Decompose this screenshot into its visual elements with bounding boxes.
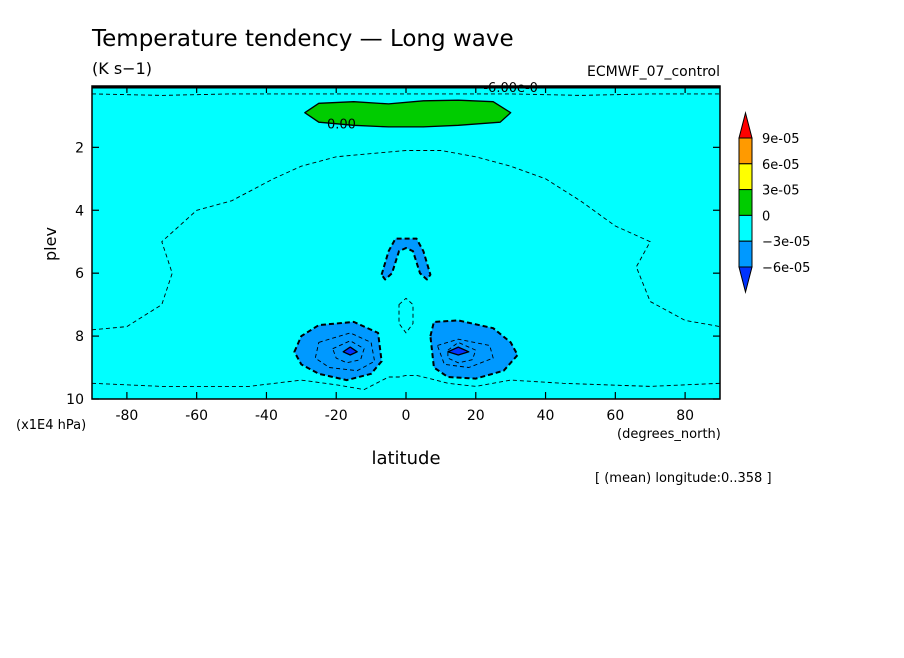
y-tick-label: 6 — [75, 266, 84, 282]
colorbar-swatch-6 — [738, 240, 753, 268]
contour-labels: 0.00 -6.00e-0 — [327, 81, 538, 133]
dataset-label: ECMWF_07_control — [587, 64, 720, 80]
x-tick-label: -20 — [325, 408, 348, 424]
colorbar-label: 3e-05 — [762, 184, 800, 199]
colorbar-label: −6e-05 — [762, 261, 810, 276]
colorbar-label: 0 — [762, 209, 770, 224]
y-tick-label: 8 — [75, 329, 84, 345]
colorbar-swatch-7 — [738, 266, 753, 294]
region-blob-center — [380, 237, 432, 281]
contour-line-6 — [436, 338, 494, 368]
contour-line-1 — [92, 150, 720, 331]
y-tick-label: 2 — [75, 140, 84, 156]
colorbar-label: 9e-05 — [762, 132, 800, 147]
colorbar-label: −3e-05 — [762, 235, 810, 250]
contour-line-3 — [398, 297, 414, 334]
chart-units: (K s−1) — [92, 59, 152, 78]
colorbar-label: 6e-05 — [762, 158, 800, 173]
colorbar-swatch-3 — [738, 163, 753, 191]
colorbar-swatch-5 — [738, 214, 753, 242]
contour-line-4 — [314, 332, 376, 372]
contour-line-5 — [332, 340, 365, 364]
x-tick-label: -40 — [255, 408, 278, 424]
x-tick-label: 0 — [402, 408, 411, 424]
x-tick-label: -60 — [185, 408, 208, 424]
x-tick-label: 60 — [606, 408, 624, 424]
contour-label-1: 0.00 — [327, 118, 356, 133]
y-axis: 2 4 6 8 10 — [66, 140, 720, 408]
region-core-left — [342, 346, 358, 356]
x-axis-units: (degrees_north) — [617, 427, 721, 442]
region-positive-band — [304, 99, 512, 128]
contour-line-2 — [92, 93, 720, 96]
colorbar-swatch-2 — [738, 137, 753, 165]
x-tick-label: 40 — [537, 408, 555, 424]
x-tick-label: 80 — [676, 408, 694, 424]
contour-lines — [92, 93, 720, 391]
x-axis-label: latitude — [371, 448, 440, 469]
contour-label-2: -6.00e-0 — [483, 81, 538, 96]
y-tick-label: 10 — [66, 392, 84, 408]
colorbar: 9e-05 6e-05 3e-05 0 −3e-05 −6e-05 — [738, 111, 810, 294]
y-axis-units: (x1E4 hPa) — [16, 418, 86, 433]
region-core-right — [447, 346, 470, 356]
colorbar-swatch-4 — [738, 189, 753, 216]
y-tick-label: 4 — [75, 203, 84, 219]
contour-line-7 — [447, 341, 477, 364]
y-axis-label: plev — [41, 227, 60, 261]
chart-title: Temperature tendency — Long wave — [91, 26, 514, 52]
region-blob-left — [293, 320, 383, 382]
x-tick-label: 20 — [467, 408, 485, 424]
x-axis: -80 -60 -40 -20 0 20 40 60 80 — [115, 86, 694, 424]
contour-line-8 — [92, 374, 720, 391]
x-tick-label: -80 — [115, 408, 138, 424]
footnote: [ (mean) longitude:0..358 ] — [595, 471, 772, 486]
